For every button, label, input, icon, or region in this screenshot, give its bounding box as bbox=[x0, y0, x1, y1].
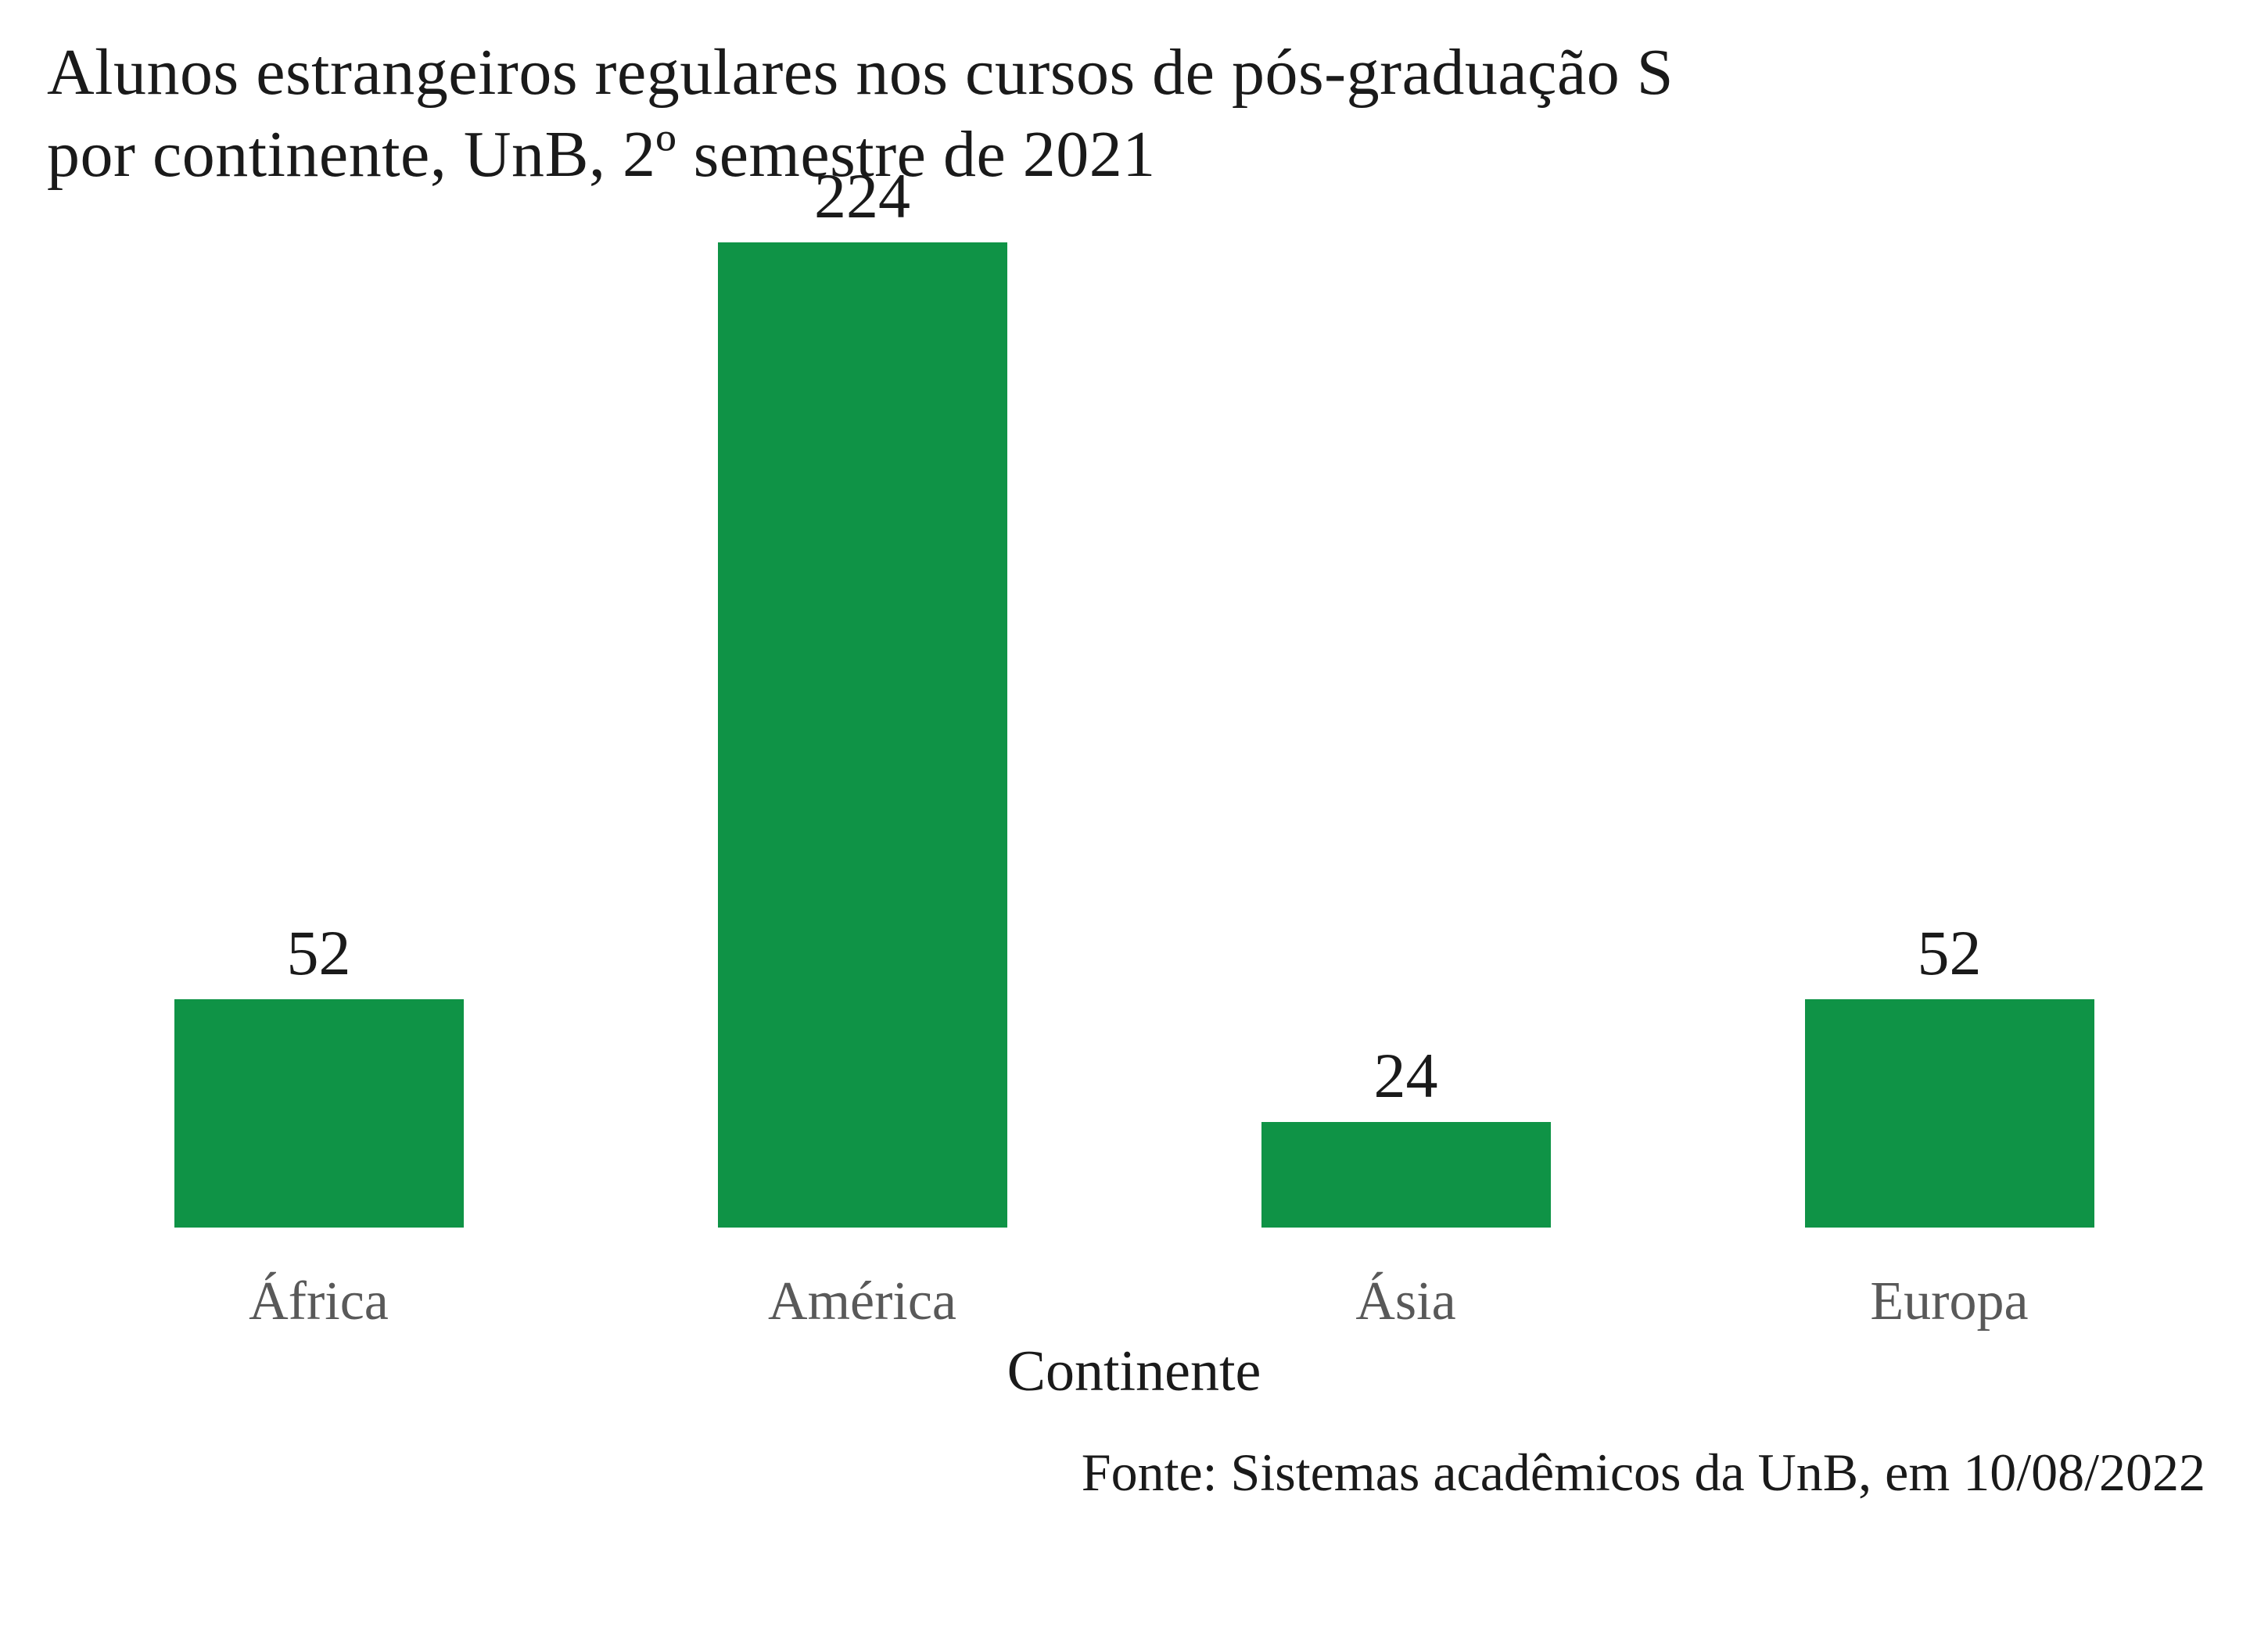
bar-value-label: 224 bbox=[814, 164, 910, 228]
bar bbox=[1805, 999, 2094, 1228]
bar-value-label: 52 bbox=[1918, 921, 1982, 985]
category-label: Europa bbox=[1805, 1274, 2094, 1329]
category-label: Ásia bbox=[1261, 1274, 1551, 1329]
category-label: América bbox=[718, 1274, 1007, 1329]
bar bbox=[718, 242, 1007, 1228]
bar-value-label: 52 bbox=[287, 921, 351, 985]
bar-slot: 224 bbox=[718, 164, 1007, 1228]
category-labels-row: África América Ásia Europa bbox=[47, 1274, 2221, 1329]
bar-slot: 52 bbox=[1805, 921, 2094, 1228]
bar-slot: 52 bbox=[174, 921, 464, 1228]
bar bbox=[174, 999, 464, 1228]
bar bbox=[1261, 1122, 1551, 1228]
chart-container: Alunos estrangeiros regulares nos cursos… bbox=[0, 0, 2268, 1631]
chart-title: Alunos estrangeiros regulares nos cursos… bbox=[47, 31, 2221, 195]
category-label: África bbox=[174, 1274, 464, 1329]
chart-source: Fonte: Sistemas acadêmicos da UnB, em 10… bbox=[47, 1438, 2221, 1507]
chart-plot-area: 522242452 ÁfricaAméricaÁsiaEuropa Contin… bbox=[47, 242, 2221, 1507]
bar-value-label: 24 bbox=[1374, 1044, 1438, 1108]
x-axis-title: Continente bbox=[47, 1337, 2221, 1407]
bar-slot: 24 bbox=[1261, 1044, 1551, 1228]
bars-row: 522242452 bbox=[47, 242, 2221, 1228]
